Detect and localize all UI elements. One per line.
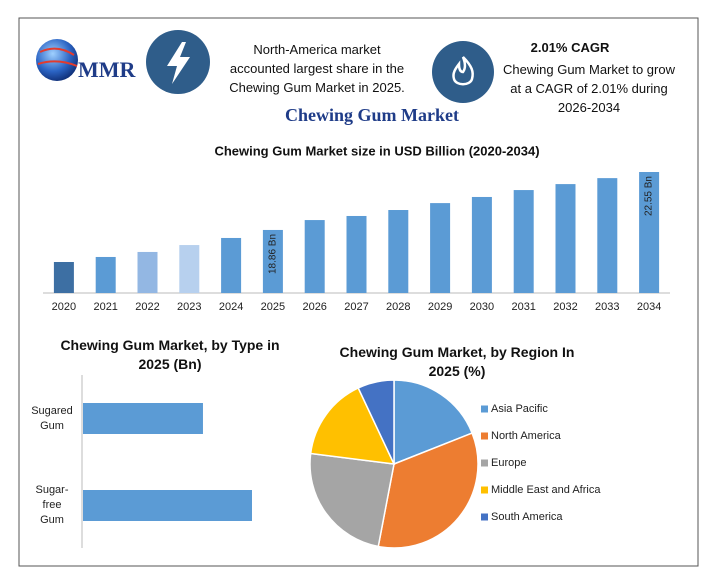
value-label: 18.86 Bn bbox=[268, 234, 279, 274]
category-label: Sugar-free Gum bbox=[35, 484, 69, 526]
x-tick-label: 2027 bbox=[344, 301, 368, 313]
x-tick-label: 2024 bbox=[219, 301, 243, 313]
pie-slice bbox=[357, 379, 395, 465]
x-tick-label: 2022 bbox=[135, 301, 159, 313]
bar bbox=[471, 196, 492, 293]
bar bbox=[513, 190, 534, 293]
region-chart-title: Chewing Gum Market, by Region In 2025 (%… bbox=[339, 344, 575, 379]
x-tick-label: 2020 bbox=[52, 301, 76, 313]
bar bbox=[179, 245, 200, 293]
flame bbox=[452, 56, 474, 86]
bar-chart-title: Chewing Gum Market size in USD Billion (… bbox=[214, 143, 539, 158]
legend-swatch bbox=[481, 432, 488, 440]
legend-swatch bbox=[481, 486, 488, 494]
bar bbox=[53, 262, 74, 293]
x-tick-label: 2029 bbox=[428, 301, 452, 313]
legend-label: Europe bbox=[491, 457, 526, 469]
highlight-title: 2.01% CAGR bbox=[530, 40, 610, 55]
highlight-text: Chewing Gum Market to grow at a CAGR of … bbox=[503, 62, 675, 115]
bar bbox=[262, 229, 283, 293]
legend-label: Asia Pacific bbox=[491, 403, 548, 415]
bar bbox=[555, 184, 576, 293]
x-tick-label: 2032 bbox=[553, 301, 577, 313]
pie-slice bbox=[309, 386, 396, 465]
value-label: 22.55 Bn bbox=[644, 176, 655, 216]
bar bbox=[83, 490, 252, 521]
legend-swatch bbox=[481, 513, 488, 521]
lightning-bolt bbox=[167, 42, 190, 84]
bar bbox=[83, 403, 203, 434]
x-tick-label: 2023 bbox=[177, 301, 201, 313]
pie-slice bbox=[393, 379, 474, 466]
pie-slice bbox=[309, 452, 395, 548]
bar bbox=[221, 237, 242, 293]
legend-label: South America bbox=[491, 511, 563, 523]
legend-swatch bbox=[481, 459, 488, 467]
bar bbox=[430, 203, 451, 293]
type-chart-title: Chewing Gum Market, by Type in 2025 (Bn) bbox=[60, 337, 280, 372]
x-tick-label: 2034 bbox=[637, 301, 661, 313]
legend-label: Middle East and Africa bbox=[491, 484, 601, 496]
logo-text: MMR bbox=[78, 57, 137, 82]
bar bbox=[597, 178, 618, 293]
bar bbox=[346, 215, 367, 293]
x-tick-label: 2031 bbox=[511, 301, 535, 313]
x-tick-label: 2021 bbox=[93, 301, 117, 313]
bar bbox=[388, 210, 409, 293]
pie-slice bbox=[377, 432, 479, 549]
bar bbox=[639, 172, 660, 293]
main-title: Chewing Gum Market bbox=[285, 105, 459, 125]
bar bbox=[304, 220, 325, 293]
legend-swatch bbox=[481, 405, 488, 413]
highlight-text: North-America market accounted largest s… bbox=[229, 42, 405, 95]
bar bbox=[137, 251, 158, 293]
x-tick-label: 2030 bbox=[470, 301, 494, 313]
x-tick-label: 2025 bbox=[261, 301, 285, 313]
x-tick-label: 2026 bbox=[302, 301, 326, 313]
logo-swoosh bbox=[37, 47, 78, 67]
x-tick-label: 2033 bbox=[595, 301, 619, 313]
frame bbox=[18, 17, 699, 567]
category-label: Sugared Gum bbox=[31, 404, 73, 432]
legend-label: North America bbox=[491, 430, 562, 442]
x-tick-label: 2028 bbox=[386, 301, 410, 313]
bar bbox=[95, 256, 116, 293]
logo-globe bbox=[36, 39, 78, 81]
